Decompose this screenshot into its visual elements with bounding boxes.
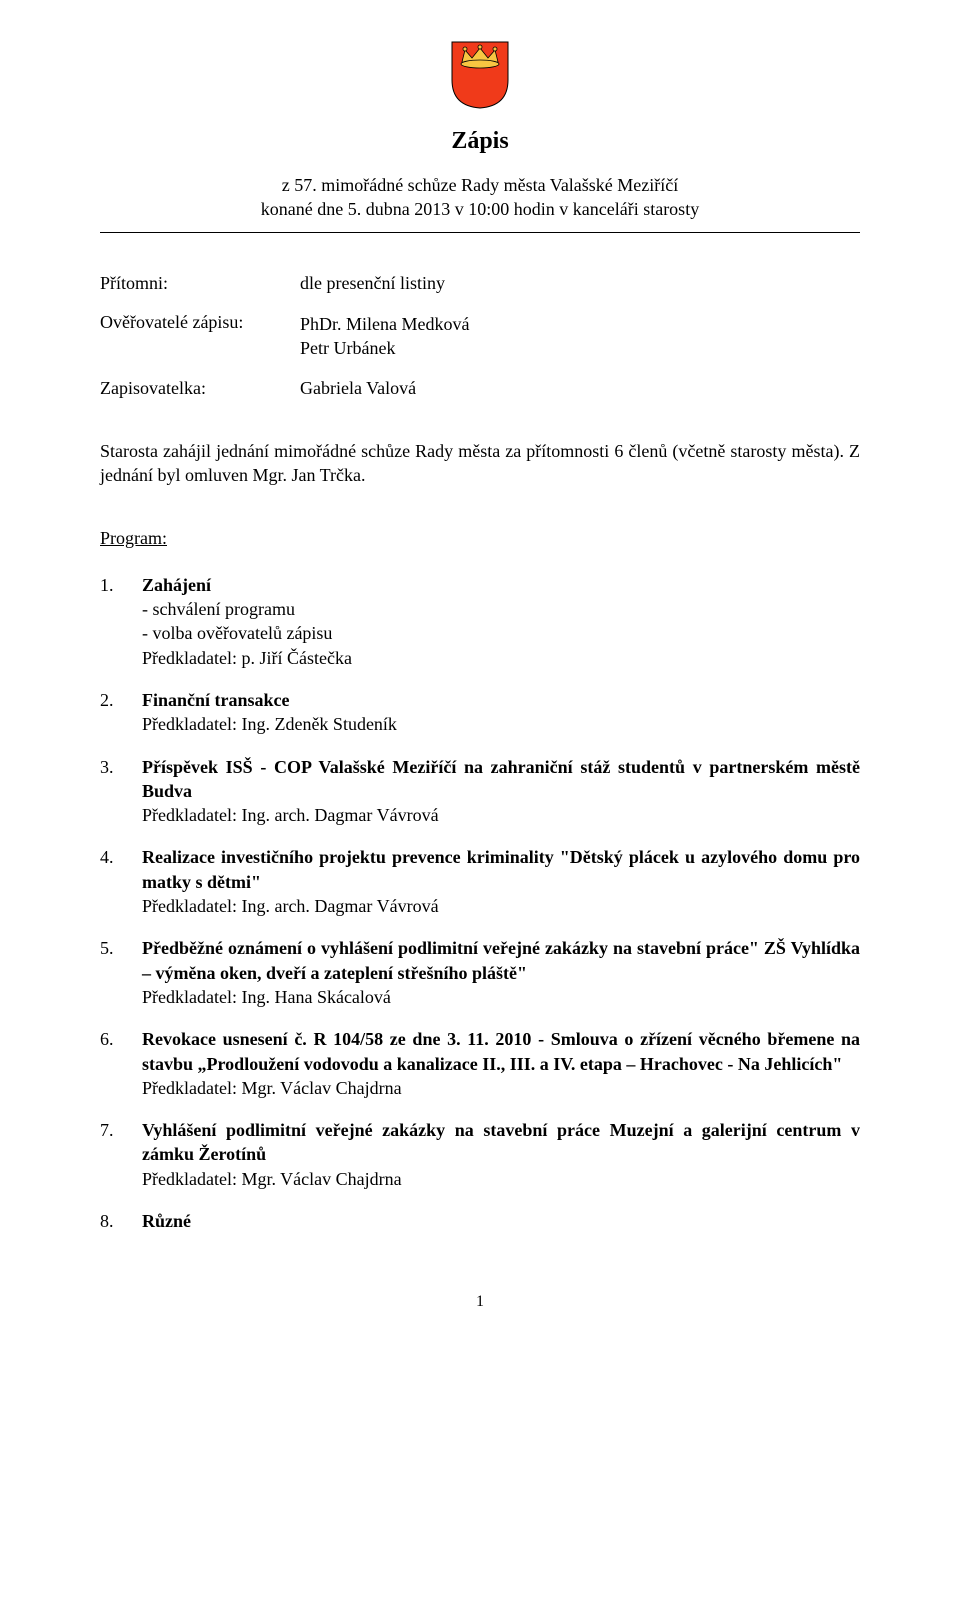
program-item-num: 8.	[100, 1209, 142, 1233]
program-item-body: Vyhlášení podlimitní veřejné zakázky na …	[142, 1118, 860, 1191]
attendance-label-present: Přítomni:	[100, 273, 300, 294]
subtitle-line1: z 57. mimořádné schůze Rady města Valašs…	[100, 173, 860, 197]
divider	[100, 232, 860, 233]
program-item: 5. Předběžné oznámení o vyhlášení podlim…	[100, 936, 860, 1009]
program-item-body: Příspěvek ISŠ - COP Valašské Meziříčí na…	[142, 755, 860, 828]
program-item-presenter: Předkladatel: Ing. Hana Skácalová	[142, 985, 860, 1009]
attendance-label-recorder: Zapisovatelka:	[100, 378, 300, 399]
page-number: 1	[100, 1293, 860, 1311]
program-item-body: Finanční transakce Předkladatel: Ing. Zd…	[142, 688, 860, 737]
program-item-presenter: Předkladatel: Mgr. Václav Chajdrna	[142, 1076, 860, 1100]
program-item-title: Zahájení	[142, 575, 211, 595]
program-item-presenter: Předkladatel: Ing. arch. Dagmar Vávrová	[142, 894, 860, 918]
program-item-title: Finanční transakce	[142, 690, 290, 710]
program-item-body: Různé	[142, 1209, 860, 1233]
intro-paragraph: Starosta zahájil jednání mimořádné schůz…	[100, 439, 860, 488]
subtitle-line2: konané dne 5. dubna 2013 v 10:00 hodin v…	[100, 197, 860, 221]
subtitle: z 57. mimořádné schůze Rady města Valašs…	[100, 173, 860, 222]
program-item-num: 1.	[100, 573, 142, 670]
page-title: Zápis	[100, 128, 860, 155]
program-item-body: Předběžné oznámení o vyhlášení podlimitn…	[142, 936, 860, 1009]
program-item-body: Revokace usnesení č. R 104/58 ze dne 3. …	[142, 1027, 860, 1100]
program-item: 3. Příspěvek ISŠ - COP Valašské Meziříčí…	[100, 755, 860, 828]
program-heading: Program:	[100, 528, 860, 549]
crest-container	[100, 40, 860, 110]
program-item-body: Realizace investičního projektu prevence…	[142, 845, 860, 918]
program-item-presenter: Předkladatel: Mgr. Václav Chajdrna	[142, 1167, 860, 1191]
program-item-num: 2.	[100, 688, 142, 737]
program-item: 2. Finanční transakce Předkladatel: Ing.…	[100, 688, 860, 737]
attendance-table: Přítomni: dle presenční listiny Ověřovat…	[100, 273, 860, 400]
program-item: 7. Vyhlášení podlimitní veřejné zakázky …	[100, 1118, 860, 1191]
program-item-subline: - schválení programu	[142, 597, 860, 621]
program-item: 1. Zahájení - schválení programu - volba…	[100, 573, 860, 670]
program-item-title: Realizace investičního projektu prevence…	[142, 847, 860, 891]
program-item-num: 5.	[100, 936, 142, 1009]
program-item-presenter: Předkladatel: Ing. Zdeněk Studeník	[142, 712, 860, 736]
program-item-num: 6.	[100, 1027, 142, 1100]
program-item-title: Různé	[142, 1211, 191, 1231]
program-item-title: Příspěvek ISŠ - COP Valašské Meziříčí na…	[142, 757, 860, 801]
verifier-2: Petr Urbánek	[300, 336, 860, 360]
attendance-value-recorder: Gabriela Valová	[300, 378, 860, 399]
program-list: 1. Zahájení - schválení programu - volba…	[100, 573, 860, 1234]
program-item-num: 7.	[100, 1118, 142, 1191]
program-item: 8. Různé	[100, 1209, 860, 1233]
program-item-subline: - volba ověřovatelů zápisu	[142, 621, 860, 645]
program-item: 4. Realizace investičního projektu preve…	[100, 845, 860, 918]
program-item-num: 3.	[100, 755, 142, 828]
program-item-presenter: Předkladatel: p. Jiří Částečka	[142, 646, 860, 670]
program-item-body: Zahájení - schválení programu - volba ov…	[142, 573, 860, 670]
program-item-title: Revokace usnesení č. R 104/58 ze dne 3. …	[142, 1029, 860, 1073]
attendance-label-verifiers: Ověřovatelé zápisu:	[100, 312, 300, 361]
program-item-title: Předběžné oznámení o vyhlášení podlimitn…	[142, 938, 860, 982]
program-item: 6. Revokace usnesení č. R 104/58 ze dne …	[100, 1027, 860, 1100]
program-item-title: Vyhlášení podlimitní veřejné zakázky na …	[142, 1120, 860, 1164]
verifier-1: PhDr. Milena Medková	[300, 312, 860, 336]
program-item-num: 4.	[100, 845, 142, 918]
program-item-presenter: Předkladatel: Ing. arch. Dagmar Vávrová	[142, 803, 860, 827]
attendance-value-verifiers: PhDr. Milena Medková Petr Urbánek	[300, 312, 860, 361]
crest-icon	[450, 40, 510, 110]
attendance-value-present: dle presenční listiny	[300, 273, 860, 294]
